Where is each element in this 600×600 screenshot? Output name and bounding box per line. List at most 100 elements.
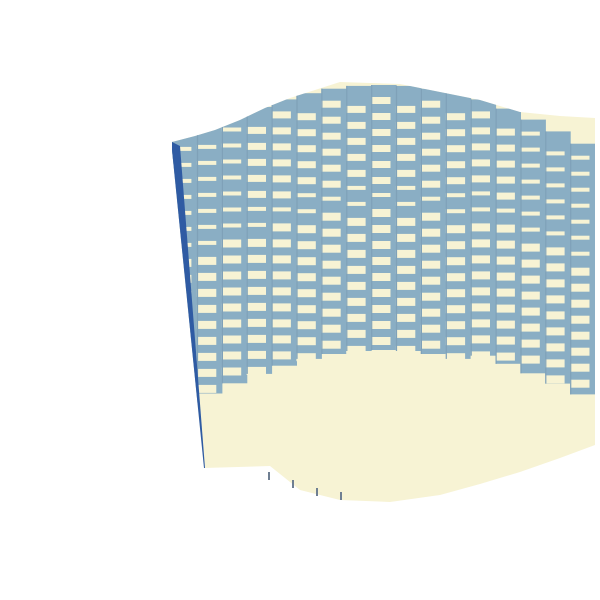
voxel-top-face [321, 260, 341, 269]
voxel-top-face [296, 161, 316, 169]
voxel-top-face [520, 307, 540, 316]
voxel-column-edge [445, 93, 447, 359]
voxel-top-face [445, 129, 466, 137]
voxel-top-face [271, 159, 291, 167]
voxel-top-face [296, 321, 316, 330]
voxel-top-face [271, 175, 291, 183]
voxel-top-face [470, 127, 490, 135]
voxel-top-face [321, 100, 341, 108]
voxel-top-face [420, 164, 441, 172]
voxel-top-face [445, 113, 466, 121]
voxel-top-face [470, 351, 490, 360]
voxel-top-face [346, 233, 366, 242]
voxel-top-face [221, 351, 242, 360]
voxel-column-edge [196, 124, 199, 394]
voxel-column-edge [296, 93, 298, 359]
voxel-top-face [520, 339, 540, 348]
voxel-top-face [470, 143, 490, 151]
voxel-top-face [221, 239, 242, 248]
voxel-top-face [271, 303, 291, 312]
voxel-top-face [445, 241, 466, 250]
voxel-top-face [172, 322, 192, 331]
voxel-top-face [271, 319, 291, 328]
voxel-top-face [420, 132, 441, 140]
voxel-top-face [420, 228, 441, 237]
voxel-top-face [445, 257, 466, 266]
voxel-top-face [196, 176, 217, 181]
voxel-top-face [395, 121, 416, 129]
voxel-top-face [296, 193, 316, 198]
voxel-top-face [246, 238, 266, 247]
voxel-top-face [221, 143, 242, 148]
voxel-top-face [196, 240, 217, 245]
voxel-top-face [445, 193, 466, 198]
voxel-column-edge [346, 85, 348, 352]
voxel-top-face [296, 129, 316, 137]
voxel-top-face [470, 239, 490, 248]
voxel-top-face [371, 97, 391, 104]
voxel-top-face [445, 225, 466, 234]
voxel-top-face [420, 260, 441, 269]
voxel-top-face [296, 353, 316, 362]
voxel-top-face [470, 319, 490, 328]
voxel-top-face [371, 241, 391, 249]
voxel-top-face [545, 231, 565, 236]
voxel-top-face [346, 137, 366, 145]
voxel-top-face [371, 177, 391, 184]
voxel-top-face [495, 208, 515, 213]
voxel-top-face [420, 276, 441, 285]
voxel-top-face [520, 163, 540, 168]
voxel-top-face [172, 146, 192, 151]
voxel-top-face [246, 158, 266, 166]
voxel-top-face [172, 370, 192, 379]
voxel-top-face [321, 292, 341, 301]
voxel-column-edge [545, 131, 547, 384]
voxel-top-face [470, 271, 490, 280]
voxel-top-face [445, 289, 466, 298]
voxel-top-face [371, 337, 391, 345]
voxel-top-face [520, 243, 540, 252]
voxel-top-face [371, 321, 391, 329]
voxel-top-face [495, 160, 515, 168]
voxel-top-face [395, 105, 416, 113]
voxel-column-edge [395, 85, 398, 352]
voxel-column-edge [570, 143, 572, 395]
voxel-top-face [346, 265, 366, 274]
voxel-stub [316, 488, 318, 496]
voxel-top-face [520, 131, 540, 136]
voxel-top-face [445, 273, 466, 282]
voxel-top-face [445, 353, 466, 362]
voxel-top-face [570, 171, 590, 176]
voxel-top-face [495, 192, 515, 200]
voxel-top-face [296, 305, 316, 314]
voxel-top-face [271, 207, 291, 212]
voxel-top-face [271, 335, 291, 344]
voxel-column-edge [470, 99, 472, 356]
voxel-top-face [520, 179, 540, 184]
voxel-top-face [545, 183, 565, 188]
voxel-top-face [346, 105, 366, 113]
voxel-top-face [271, 143, 291, 151]
voxel-top-face [371, 257, 391, 265]
voxel-top-face [271, 351, 291, 360]
voxel-top-face [296, 289, 316, 298]
voxel-column-edge [520, 119, 522, 374]
voxel-top-face [221, 255, 242, 264]
voxel-column-edge [321, 88, 323, 354]
voxel-top-face [321, 164, 341, 172]
voxel-top-face [570, 155, 590, 160]
voxel-top-face [495, 304, 515, 313]
voxel-top-face [321, 276, 341, 285]
voxel-top-face [321, 340, 341, 349]
voxel-top-face [395, 169, 416, 177]
voxel-top-face [470, 159, 490, 167]
voxel-top-face [520, 259, 540, 268]
voxel-top-face [246, 142, 266, 150]
voxel-column-edge [172, 134, 174, 405]
voxel-top-face [420, 308, 441, 317]
voxel-top-face [420, 148, 441, 156]
voxel-top-face [221, 319, 242, 328]
voxel-top-face [221, 335, 242, 344]
voxel-top-face [296, 177, 316, 185]
